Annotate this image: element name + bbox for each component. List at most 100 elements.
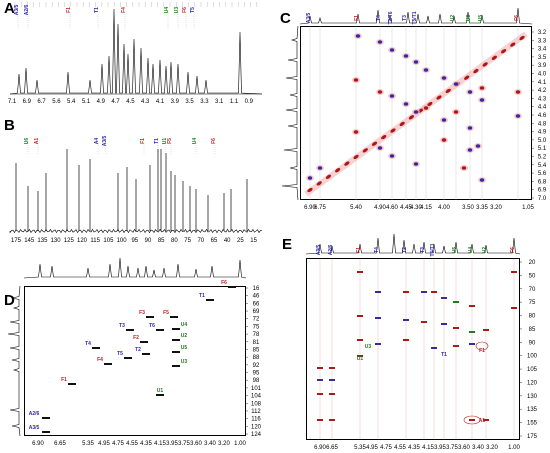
crosspeak bbox=[453, 110, 459, 114]
peak-label: U1 bbox=[157, 388, 164, 394]
axis-tick-label: 135 bbox=[37, 238, 48, 244]
crosspeak bbox=[515, 90, 521, 94]
x-tick-label: 6.65 bbox=[326, 445, 338, 451]
hmbc-peak bbox=[469, 331, 475, 333]
axis-tick-label: 75 bbox=[184, 238, 191, 244]
diagonal-peak bbox=[335, 168, 341, 173]
assignment-tag: U2 bbox=[482, 247, 488, 254]
axis-tick-label: 4.7 bbox=[111, 99, 120, 105]
hmbc-peak bbox=[441, 323, 447, 325]
y-tick-label: 72 bbox=[253, 317, 260, 323]
hmbc-peak bbox=[403, 319, 409, 321]
x-tick-label: 4.95 bbox=[366, 445, 378, 451]
diagonal-peak bbox=[390, 128, 396, 133]
crosspeak bbox=[423, 106, 429, 110]
assignment-tag: U4 bbox=[192, 138, 198, 145]
x-tick-label: 4.60 bbox=[386, 205, 398, 211]
axis-tick-label: 4.5 bbox=[126, 99, 135, 105]
y-tick-label: 155 bbox=[527, 421, 538, 427]
crosspeak bbox=[441, 138, 447, 142]
y-tick-label: 4.3 bbox=[538, 96, 547, 102]
axis-tick-label: 120 bbox=[77, 238, 88, 244]
diagonal-peak bbox=[445, 88, 451, 94]
y-tick-label: 85 bbox=[529, 327, 536, 333]
y-tick-label: 100 bbox=[527, 354, 538, 360]
peak-label: A1 bbox=[479, 418, 486, 424]
y-tick-label: 5.0 bbox=[538, 138, 547, 144]
hmbc-peak bbox=[511, 271, 517, 273]
hmbc-frame bbox=[306, 258, 520, 440]
x-tick-label: 3.95 bbox=[166, 441, 178, 447]
crosspeak bbox=[467, 90, 473, 94]
peak-label: T4 bbox=[85, 341, 91, 347]
crosspeak bbox=[479, 98, 485, 102]
y-tick-label: 5.4 bbox=[538, 163, 547, 169]
axis-tick-label: 130 bbox=[51, 238, 62, 244]
diagonal-peak bbox=[464, 75, 470, 80]
x-tick-label: 4.15 bbox=[420, 205, 432, 211]
diagonal-peak bbox=[344, 161, 350, 166]
panel-b: B U6 A1 A4 A3/5 F1 T1 U1 F5 U4 F6 175 145 135 130 125… bbox=[0, 113, 265, 245]
y-tick-label: 135 bbox=[527, 407, 538, 413]
peak-label: U5 bbox=[181, 345, 188, 351]
axis-tick-label: 40 bbox=[224, 238, 231, 244]
y-tick-label: 78 bbox=[253, 332, 260, 338]
hmbc-peak bbox=[421, 291, 427, 293]
y-tick-label: 116 bbox=[251, 417, 261, 423]
x-tick-label: 1.00 bbox=[508, 445, 520, 451]
assignment-tag: T3 bbox=[402, 15, 408, 21]
diagonal-peak bbox=[427, 101, 433, 107]
y-tick-label: 4.2 bbox=[538, 88, 547, 94]
hmbc-peak bbox=[317, 419, 323, 421]
hsqc-peak bbox=[170, 316, 178, 318]
hsqc-frame bbox=[24, 286, 246, 436]
hmbc-peak bbox=[357, 315, 363, 317]
assignment-tag: F1 bbox=[66, 7, 72, 13]
axis-tick-label: 5.4 bbox=[67, 99, 76, 105]
y-tick-label: 80 bbox=[529, 314, 536, 320]
hmbc-peak bbox=[357, 355, 363, 357]
y-tick-label: 4.9 bbox=[538, 130, 547, 136]
y-tick-label: 69 bbox=[253, 309, 260, 315]
peak-label: A2/6 bbox=[29, 411, 40, 417]
panel-b-label: B bbox=[4, 117, 15, 134]
y-tick-label: 4.8 bbox=[538, 121, 547, 127]
panel-e-label: E bbox=[282, 236, 293, 253]
hmbc-spectrum: A1 F1 U1 T1 U3 A3/5 A2/6 F1 T4 T2 T3 T5/T1 U5 U4 U2 F6… bbox=[305, 233, 538, 451]
assignment-tag: A3/5 bbox=[306, 13, 312, 24]
x-tick-label: 4.35 bbox=[408, 445, 420, 451]
hmbc-peak bbox=[375, 343, 381, 345]
hmbc-peak bbox=[469, 343, 475, 345]
assignment-tag: U5 bbox=[478, 15, 484, 22]
hmbc-peak bbox=[375, 291, 381, 293]
assignment-tag: A4 bbox=[94, 138, 100, 145]
peak-label: U3 bbox=[365, 344, 372, 350]
axis-tick-label: 175 bbox=[11, 238, 22, 244]
hmbc-peak bbox=[317, 393, 323, 395]
x-tick-label: 3.75 bbox=[446, 445, 458, 451]
diagonal-peak bbox=[399, 121, 405, 127]
assignment-tag: U4 bbox=[164, 7, 170, 14]
y-tick-label: 105 bbox=[527, 367, 538, 373]
axis-tick-label: 85 bbox=[158, 238, 165, 244]
peak-label: U4 bbox=[181, 322, 188, 328]
hsqc-peak bbox=[142, 353, 150, 355]
hmbc-peak bbox=[483, 419, 489, 421]
peak-label: F5 bbox=[163, 310, 169, 316]
hsqc-spectrum: F6 T1 F3 F5 U4 T6 T3 F2 U2 U5 T4 T2 T5 F4 U3 F1 U1 A2/6 A3… bbox=[7, 257, 262, 447]
diagonal-peak bbox=[362, 148, 368, 153]
axis-tick-label: 145 bbox=[24, 238, 35, 244]
spectrum-1h: A3/5 A2/6 F1 T1 F4 U4 U3 F6 T5 7.1 6.9 6.7 5.6 5.4 5.… bbox=[8, 2, 263, 105]
axis-tick-label: 125 bbox=[64, 238, 75, 244]
assignment-tag: F6 bbox=[510, 247, 516, 253]
diagonal-peak bbox=[353, 154, 359, 160]
assignment-tag: T5/T1 bbox=[430, 243, 436, 256]
x-tick-label: 6.75 bbox=[314, 205, 326, 211]
panel-a-label: A bbox=[4, 0, 15, 17]
hsqc-peak bbox=[172, 365, 180, 367]
hmbc-peak bbox=[329, 393, 335, 395]
assignment-tag: U4 bbox=[468, 247, 474, 254]
crosspeak bbox=[467, 148, 473, 152]
diagonal-peak bbox=[473, 68, 479, 74]
hsqc-peak bbox=[126, 329, 134, 331]
